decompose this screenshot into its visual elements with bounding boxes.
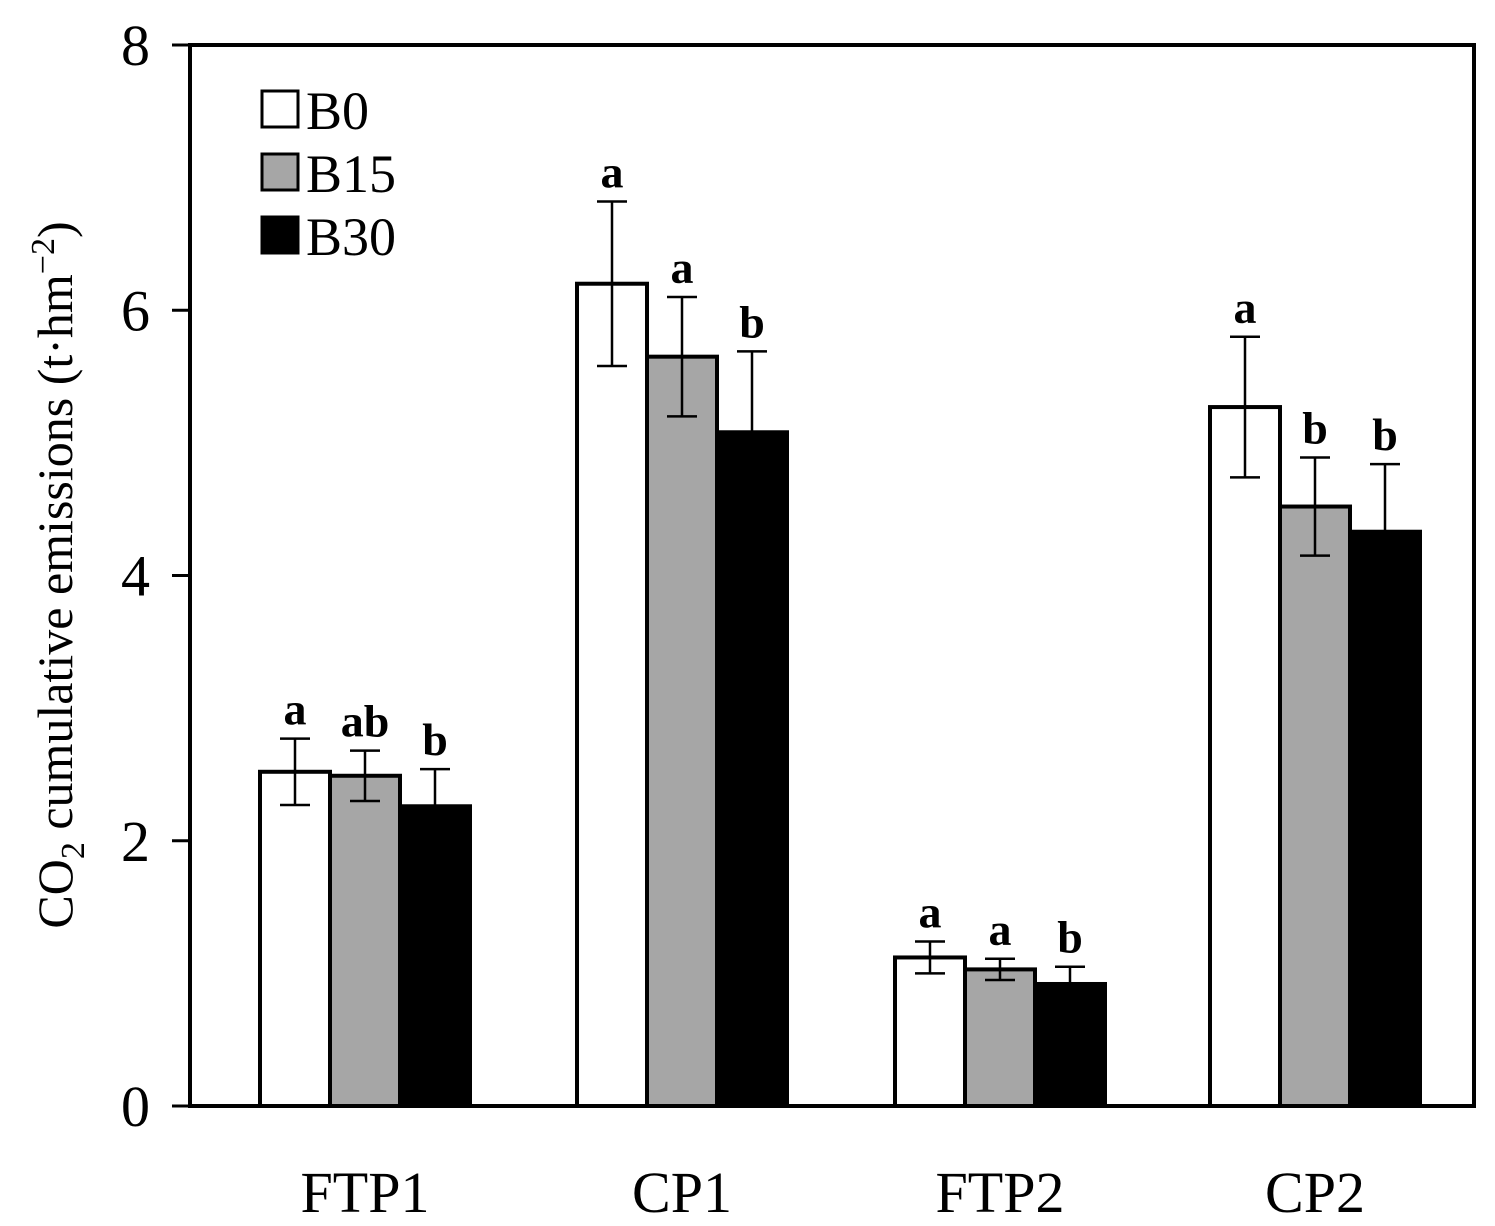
y-axis-label: CO2 cumulative emissions (t·hm−2) <box>25 221 92 928</box>
y-tick-label-8: 8 <box>121 13 150 78</box>
bar-b0-cp2 <box>1208 405 1282 1109</box>
error-bar-b30-cp1 <box>737 350 767 515</box>
legend-label-b30: B30 <box>306 207 396 267</box>
significance-label-b15-cp2: b <box>1302 402 1328 453</box>
error-bar-b30-cp2 <box>1370 462 1400 601</box>
error-bars-layer <box>280 200 1400 1003</box>
x-axis: FTP1 CP1 FTP2 CP2 <box>301 1160 1365 1225</box>
bar-b15-cp2 <box>1278 504 1352 1109</box>
legend-label-b15: B15 <box>306 144 396 204</box>
significance-label-b15-ftp1: ab <box>341 696 390 747</box>
bars-layer <box>258 281 1422 1109</box>
bar-b30-cp1 <box>715 430 789 1108</box>
bar-b15-ftp2 <box>963 967 1037 1108</box>
significance-label-b0-ftp2: a <box>919 887 942 938</box>
y-tick-label-2: 2 <box>121 809 150 874</box>
y-axis: 0 2 4 6 8 <box>121 13 190 1139</box>
x-tick-label-ftp2: FTP2 <box>936 1160 1065 1225</box>
legend-entry-b30: B30 <box>260 207 396 267</box>
bar-b30-ftp1 <box>398 804 472 1109</box>
significance-label-b30-ftp1: b <box>422 714 448 765</box>
y-tick-label-4: 4 <box>121 544 150 609</box>
bar-b15-ftp1 <box>328 773 402 1108</box>
error-bar-b0-cp1 <box>597 200 627 368</box>
error-bar-b15-ftp2 <box>985 957 1015 982</box>
x-tick-label-cp2: CP2 <box>1265 1160 1365 1225</box>
error-bar-b0-ftp1 <box>280 737 310 807</box>
error-bar-b15-ftp1 <box>350 749 380 803</box>
error-bar-b30-ftp1 <box>420 767 450 845</box>
error-bar-b0-ftp2 <box>915 940 945 975</box>
significance-label-b15-ftp2: a <box>989 904 1012 955</box>
y-tick-label-6: 6 <box>121 278 150 343</box>
significance-label-b15-cp1: a <box>671 242 694 293</box>
bar-b30-cp2 <box>1348 529 1422 1108</box>
legend-swatch-b30 <box>260 215 300 255</box>
legend-label-b0: B0 <box>306 81 369 141</box>
bar-b0-ftp2 <box>893 955 967 1109</box>
significance-label-b30-ftp2: b <box>1057 912 1083 963</box>
error-bar-b0-cp2 <box>1230 335 1260 479</box>
error-bar-b15-cp2 <box>1300 456 1330 557</box>
significance-label-b0-cp1: a <box>601 146 624 197</box>
bar-b0-cp1 <box>575 281 649 1109</box>
significance-label-b30-cp2: b <box>1372 409 1398 460</box>
significance-label-b30-cp1: b <box>739 296 765 347</box>
significance-label-b0-ftp1: a <box>284 684 307 735</box>
legend-entry-b15: B15 <box>260 144 396 204</box>
legend-swatch-b0 <box>260 89 300 129</box>
x-tick-label-ftp1: FTP1 <box>301 1160 430 1225</box>
error-bar-b30-ftp2 <box>1055 965 1085 1003</box>
legend-swatch-b15 <box>260 152 300 192</box>
legend-entry-b0: B0 <box>260 81 369 141</box>
bar-b0-ftp1 <box>258 769 332 1108</box>
x-tick-label-cp1: CP1 <box>632 1160 732 1225</box>
error-bar-b15-cp1 <box>667 295 697 418</box>
y-tick-label-0: 0 <box>121 1074 150 1139</box>
bar-b15-cp1 <box>645 354 719 1108</box>
significance-label-b0-cp2: a <box>1234 282 1257 333</box>
